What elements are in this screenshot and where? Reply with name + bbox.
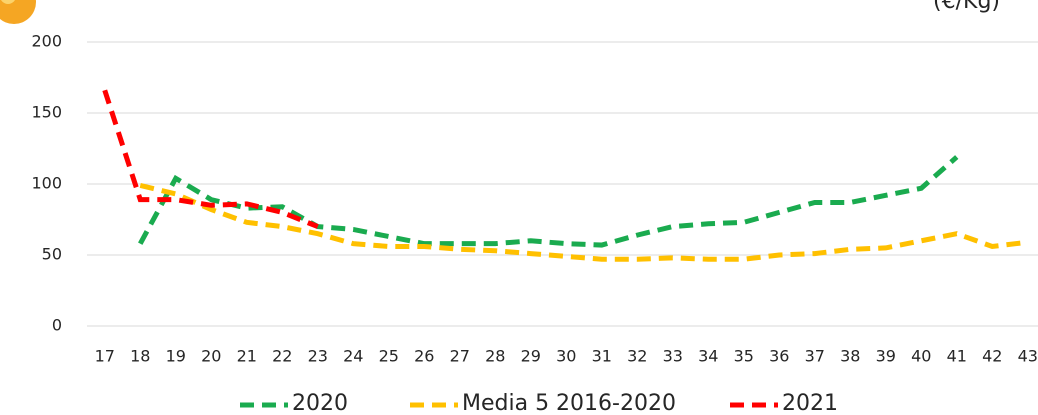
x-tick-label: 38 bbox=[840, 347, 860, 366]
x-tick-label: 22 bbox=[272, 347, 292, 366]
x-tick-label: 28 bbox=[485, 347, 505, 366]
x-tick-label: 21 bbox=[237, 347, 257, 366]
legend-label: 2021 bbox=[782, 391, 838, 415]
series-line bbox=[102, 89, 319, 229]
series-line bbox=[138, 155, 959, 248]
x-tick-label: 39 bbox=[876, 347, 896, 366]
x-tick-label: 34 bbox=[698, 347, 718, 366]
x-tick-label: 26 bbox=[414, 347, 434, 366]
fruit-icon bbox=[0, 0, 36, 24]
x-tick-label: 25 bbox=[379, 347, 399, 366]
legend-label: Media 5 2016-2020 bbox=[462, 391, 676, 415]
x-tick-label: 43 bbox=[1018, 347, 1038, 366]
x-tick-label: 23 bbox=[308, 347, 328, 366]
x-tick-label: 33 bbox=[663, 347, 683, 366]
x-tick-label: 24 bbox=[343, 347, 363, 366]
x-tick-label: 17 bbox=[95, 347, 115, 366]
y-tick-label: 50 bbox=[42, 245, 62, 264]
x-tick-label: 32 bbox=[627, 347, 647, 366]
x-tick-label: 42 bbox=[982, 347, 1002, 366]
x-tick-label: 19 bbox=[166, 347, 186, 366]
x-tick-label: 40 bbox=[911, 347, 931, 366]
x-tick-label: 27 bbox=[450, 347, 470, 366]
x-tick-label: 18 bbox=[130, 347, 150, 366]
chart-subtitle: (€/Kg) bbox=[933, 0, 1000, 14]
y-tick-label: 0 bbox=[52, 316, 62, 335]
x-tick-label: 29 bbox=[521, 347, 541, 366]
x-tick-label: 36 bbox=[769, 347, 789, 366]
legend-label: 2020 bbox=[292, 391, 348, 415]
fruit-icon-highlight bbox=[1, 0, 15, 4]
x-tick-label: 20 bbox=[201, 347, 221, 366]
x-tick-label: 30 bbox=[556, 347, 576, 366]
y-tick-label: 100 bbox=[31, 174, 62, 193]
x-tick-label: 35 bbox=[734, 347, 754, 366]
x-tick-label: 31 bbox=[592, 347, 612, 366]
x-tick-label: 37 bbox=[805, 347, 825, 366]
y-tick-label: 150 bbox=[31, 103, 62, 122]
x-tick-label: 41 bbox=[947, 347, 967, 366]
y-tick-label: 200 bbox=[31, 32, 62, 51]
series-line bbox=[139, 182, 1029, 262]
